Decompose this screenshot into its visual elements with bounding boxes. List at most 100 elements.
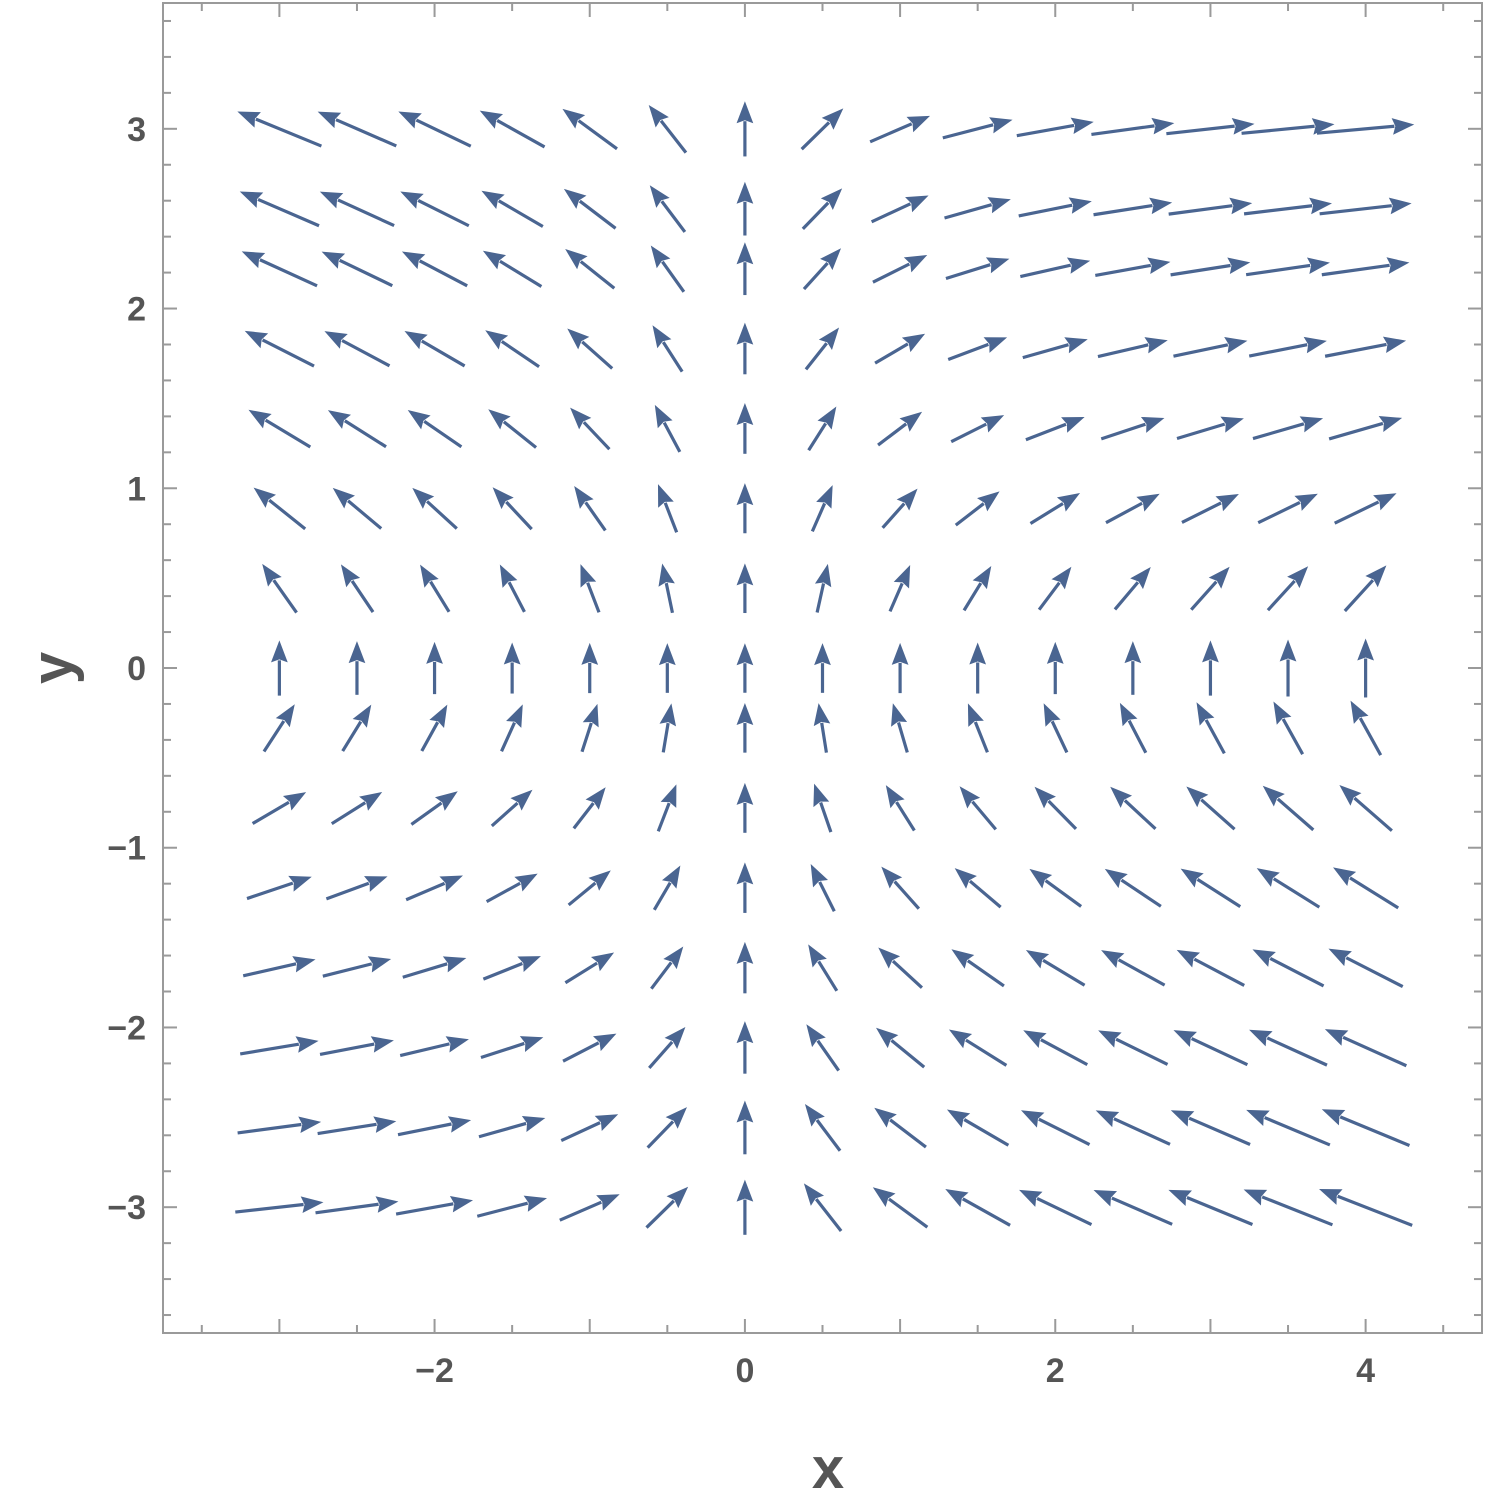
vector-arrow [482, 250, 543, 288]
vector-arrow [807, 406, 837, 452]
vector-arrow [420, 704, 448, 752]
vector-arrow [804, 1104, 842, 1152]
vector-arrow [399, 1036, 469, 1058]
y-axis-title: y [20, 652, 85, 684]
vector-arrow [946, 1109, 1010, 1147]
vector-arrow [944, 197, 1011, 220]
vector-arrow [1166, 118, 1255, 136]
x-tick-label: 2 [1046, 1352, 1065, 1390]
vector-arrow [572, 787, 606, 830]
vector-arrow [657, 484, 679, 533]
vector-arrow [1248, 336, 1327, 358]
vector-arrow [804, 327, 840, 371]
vector-arrow [1020, 1110, 1091, 1146]
vector-arrow [1333, 493, 1397, 525]
vector-arrow [1095, 1110, 1171, 1146]
vector-arrow [246, 875, 312, 901]
vector-arrow [1196, 702, 1226, 755]
x-tick-label: 0 [735, 1352, 754, 1390]
vector-arrow [1101, 950, 1166, 987]
vector-arrow [570, 407, 611, 451]
vector-arrow [1119, 702, 1148, 754]
vector-arrow [951, 949, 1005, 988]
vector-arrow [874, 1107, 927, 1149]
vector-arrow [948, 1029, 1008, 1067]
vector-arrow [1339, 784, 1393, 832]
vector-arrow [1252, 416, 1324, 441]
vector-arrow [1241, 118, 1335, 135]
vector-arrow [262, 563, 298, 614]
vector-arrow [402, 956, 467, 979]
vector-arrow [481, 190, 544, 228]
vector-arrow [1023, 1030, 1089, 1067]
vector-arrow [563, 188, 617, 230]
vector-arrow [400, 191, 470, 228]
vector-arrow [1104, 868, 1162, 908]
vector-arrow [1333, 867, 1400, 910]
vector-arrow [872, 255, 928, 284]
vector-arrow [420, 564, 451, 613]
y-tick-label: 2 [127, 291, 146, 329]
vector-arrow [813, 703, 831, 753]
vector-arrow [410, 791, 458, 826]
vector-arrow [942, 117, 1013, 140]
vector-arrow [482, 956, 541, 981]
vector-arrow [242, 956, 316, 978]
vector-arrow [648, 105, 688, 154]
vector-arrow [492, 487, 533, 531]
vector-arrow [1243, 1189, 1334, 1227]
vector-arrow [1168, 1189, 1254, 1226]
vector-arrow [341, 704, 372, 752]
vector-arrow [580, 703, 599, 753]
vector-arrow [476, 1195, 548, 1218]
vector-arrow [1324, 336, 1407, 358]
vector-arrow [1190, 566, 1230, 611]
vector-arrow [562, 108, 618, 151]
vector-arrow [407, 409, 463, 449]
vector-arrow [560, 1114, 619, 1143]
vector-arrow [736, 703, 754, 753]
vector-arrow [340, 564, 375, 613]
y-tick-label: −3 [107, 1189, 146, 1227]
vector-arrow [503, 642, 521, 694]
vector-arrow [499, 564, 526, 613]
vector-arrow [881, 866, 921, 910]
vector-arrow [969, 642, 987, 694]
axis-ticks [163, 3, 1482, 1333]
vector-arrow [485, 330, 540, 368]
vector-arrow [490, 789, 533, 828]
vector-arrow [888, 564, 911, 613]
vector-arrow [736, 322, 754, 375]
vector-arrow [1170, 257, 1251, 277]
vector-arrow [736, 643, 754, 693]
vector-arrow [317, 111, 397, 148]
vector-arrow [1113, 566, 1151, 611]
vector-arrow [1019, 257, 1091, 279]
vector-arrow [1324, 1029, 1408, 1068]
vector-arrow [574, 486, 607, 532]
y-tick-label: −2 [107, 1009, 146, 1047]
y-tick-label: 3 [127, 111, 146, 149]
vector-arrow [947, 337, 1008, 362]
vector-arrow [1029, 868, 1083, 908]
vector-arrow [1252, 949, 1325, 988]
vector-arrow [945, 1189, 1011, 1227]
tick-labels: −2 0 2 4 −3 −2 −1 0 1 2 3 [107, 111, 1375, 1390]
vector-arrow [870, 195, 929, 224]
vector-arrow [876, 1027, 926, 1069]
vector-arrow [1256, 868, 1321, 909]
vector-arrow [650, 946, 684, 990]
vector-arrow [271, 640, 288, 696]
arrow-layer [235, 101, 1415, 1235]
vector-arrow [881, 488, 918, 529]
vector-arrow [1095, 257, 1171, 278]
vector-arrow [1245, 257, 1330, 277]
vector-arrow [736, 563, 754, 614]
y-tick-label: −1 [107, 830, 146, 868]
vector-arrow [1319, 197, 1412, 216]
vector-arrow [736, 403, 754, 454]
vector-arrow [1316, 118, 1415, 135]
vector-arrow [315, 1196, 399, 1215]
vector-arrow [654, 404, 682, 453]
vector-arrow [1170, 1110, 1251, 1146]
